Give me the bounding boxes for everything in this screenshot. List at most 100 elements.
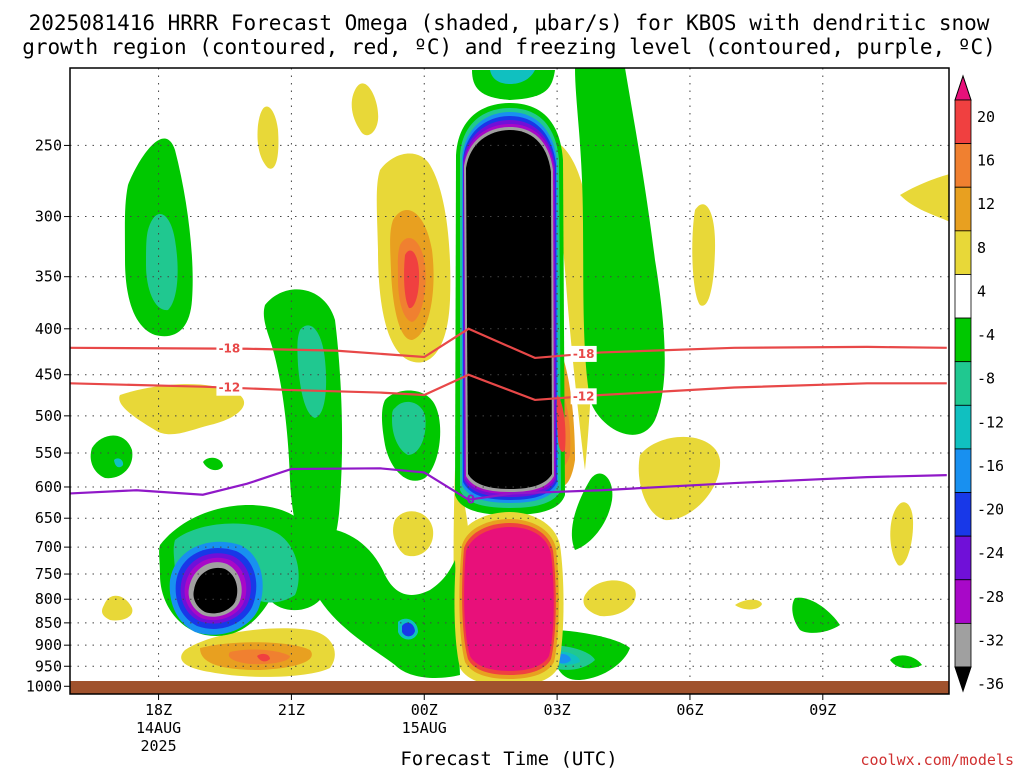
x-tick-label: 21Z xyxy=(278,701,305,719)
omega-fill-teal xyxy=(490,70,535,84)
colorbar-segment xyxy=(954,492,972,537)
omega-shading xyxy=(90,68,949,686)
omega-fill-black xyxy=(193,567,238,614)
omega-fill-red xyxy=(257,653,270,662)
y-tick-label: 750 xyxy=(35,565,62,583)
colorbar: 20 16 12 8 4 -4 -8 -12 -16 -20 -24 -28 -32 -36 xyxy=(954,74,1004,693)
y-tick-label: 500 xyxy=(35,407,62,425)
colorbar-top-arrow xyxy=(954,74,972,101)
colorbar-label: -8 xyxy=(977,370,995,388)
plot-area: -18 -18 -12 -12 0 xyxy=(70,68,949,694)
x-tick-label: 18Z xyxy=(145,701,172,719)
omega-fill-yellow xyxy=(735,599,762,610)
x-tick-label: 09Z xyxy=(809,701,836,719)
omega-fill-yellow xyxy=(102,595,133,621)
y-tick-label: 700 xyxy=(35,538,62,556)
contour-lines: -18 -18 -12 -12 0 xyxy=(70,327,947,506)
contour-label-bg xyxy=(570,345,597,362)
colorbar-label: -24 xyxy=(977,544,1004,562)
contour-label-bg xyxy=(216,379,243,396)
x-tick-label: 2025 xyxy=(141,737,177,755)
colorbar-label: -28 xyxy=(977,588,1004,606)
x-tick-label: 06Z xyxy=(676,701,703,719)
contour-label-bg xyxy=(570,388,597,405)
omega-fill-yellow xyxy=(638,436,721,521)
omega-fill-green xyxy=(890,655,922,669)
y-tick-label: 1000 xyxy=(26,677,62,695)
colorbar-segment xyxy=(954,274,972,319)
omega-fill-yellow xyxy=(119,384,245,435)
plot-border xyxy=(69,67,950,695)
x-tick-label: 14AUG xyxy=(136,719,181,737)
colorbar-label: -20 xyxy=(977,501,1004,519)
y-tick-label: 250 xyxy=(35,136,62,154)
omega-fill-yellow xyxy=(393,511,434,557)
terrain-bar xyxy=(70,681,949,694)
colorbar-label: -16 xyxy=(977,457,1004,475)
contour-line xyxy=(70,467,947,501)
omega-fill-yellow xyxy=(692,204,716,306)
y-tick-label: 550 xyxy=(35,444,62,462)
omega-fill-yellow xyxy=(900,174,949,222)
colorbar-segment xyxy=(954,143,972,188)
omega-fill-black xyxy=(466,130,552,489)
y-axis: 250 300 350 400 450 500 550 600 650 700 750 800 850 9… xyxy=(26,136,70,695)
omega-fill-magenta xyxy=(464,527,554,671)
y-tick-label: 650 xyxy=(35,509,62,527)
colorbar-segment xyxy=(954,579,972,624)
y-tick-label: 600 xyxy=(35,478,62,496)
omega-fill-yellow xyxy=(257,106,279,169)
y-tick-label: 450 xyxy=(35,366,62,384)
colorbar-segment xyxy=(954,317,972,363)
colorbar-label: -32 xyxy=(977,631,1004,649)
omega-fill-green xyxy=(575,68,665,435)
colorbar-bottom-arrow xyxy=(954,666,972,693)
colorbar-label: 20 xyxy=(977,108,995,126)
colorbar-label: 4 xyxy=(977,282,986,300)
x-axis-title: Forecast Time (UTC) xyxy=(400,748,617,768)
contour-label: -18 xyxy=(573,347,595,361)
contour-line xyxy=(70,327,947,360)
omega-fill-yellow xyxy=(351,83,379,136)
omega-fill-green xyxy=(203,457,223,471)
omega-fill-green xyxy=(571,473,613,550)
omega-fill-teal xyxy=(392,401,426,455)
contour-label: -12 xyxy=(573,389,595,403)
colorbar-segment xyxy=(954,230,972,275)
contour-label: -12 xyxy=(219,381,241,395)
contour-label: -18 xyxy=(219,342,241,356)
x-tick-label: 00Z xyxy=(411,701,438,719)
y-tick-label: 800 xyxy=(35,590,62,608)
y-tick-label: 850 xyxy=(35,614,62,632)
colorbar-label: 12 xyxy=(977,195,995,213)
y-tick-label: 300 xyxy=(35,208,62,226)
colorbar-segment xyxy=(954,186,972,232)
contour-label: 0 xyxy=(467,492,475,506)
x-tick-label: 15AUG xyxy=(402,719,447,737)
omega-fill-red xyxy=(404,250,420,309)
omega-fill-green xyxy=(472,70,555,100)
omega-fill-red xyxy=(556,395,566,452)
contour-line xyxy=(70,373,947,402)
colorbar-segment xyxy=(954,448,972,493)
colorbar-segment xyxy=(954,99,972,145)
omega-fill-blue xyxy=(402,622,415,637)
colorbar-label: 16 xyxy=(977,152,995,170)
colorbar-label: -4 xyxy=(977,326,995,344)
omega-fill-teal xyxy=(297,325,327,418)
chart-title-line2: growth region (contoured, red, ºC) and f… xyxy=(22,35,996,59)
colorbar-label: -12 xyxy=(977,413,1004,431)
colorbar-label: 8 xyxy=(977,239,986,257)
omega-fill-teal xyxy=(114,458,124,468)
omega-fill-green xyxy=(90,435,133,479)
y-tick-label: 900 xyxy=(35,636,62,654)
colorbar-segment xyxy=(954,535,972,581)
contour-label-bg xyxy=(216,340,243,357)
y-tick-label: 350 xyxy=(35,268,62,286)
colorbar-segment xyxy=(954,361,972,406)
omega-fill-teal xyxy=(146,213,178,311)
y-tick-label: 400 xyxy=(35,320,62,338)
y-tick-label: 950 xyxy=(35,657,62,675)
